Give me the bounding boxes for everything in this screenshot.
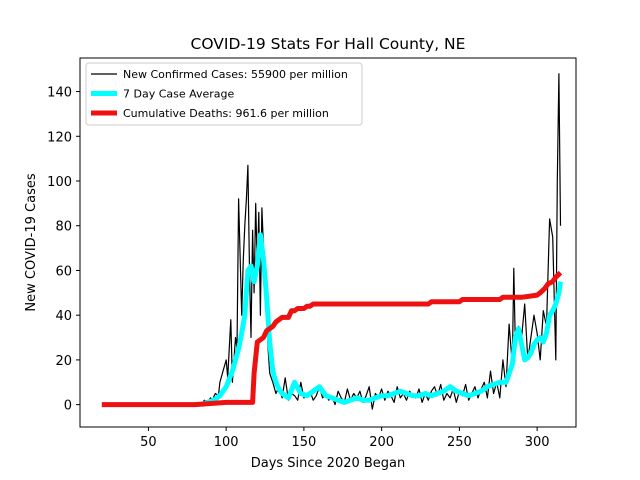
y-tick-label: 0 <box>64 399 72 414</box>
x-tick-label: 100 <box>214 435 239 450</box>
x-tick-label: 50 <box>140 435 157 450</box>
series-line-2 <box>101 270 563 408</box>
y-tick-label: 140 <box>47 86 72 101</box>
x-tick-label: 300 <box>525 435 550 450</box>
y-tick-label: 100 <box>47 175 72 190</box>
y-axis-title: New COVID-19 Cases <box>24 173 39 311</box>
chart-title: COVID-19 Stats For Hall County, NE <box>191 35 466 53</box>
series-line-1 <box>200 232 563 407</box>
legend: New Confirmed Cases: 55900 per million 7 … <box>85 62 363 126</box>
y-axis: 0 20 40 60 80 100 120 140 <box>47 86 80 414</box>
legend-label: New Confirmed Cases: 55900 per million <box>123 68 348 81</box>
y-tick-label: 60 <box>55 264 72 279</box>
x-tick-label: 200 <box>369 435 394 450</box>
x-axis-title: Days Since 2020 Began <box>251 456 406 471</box>
legend-label: 7 Day Case Average <box>123 88 235 101</box>
plot-marks <box>101 73 563 410</box>
x-tick-label: 150 <box>291 435 316 450</box>
y-tick-label: 40 <box>55 309 72 324</box>
y-tick-label: 120 <box>47 130 72 145</box>
legend-box <box>85 62 363 126</box>
x-tick-label: 250 <box>447 435 472 450</box>
y-tick-label: 20 <box>55 354 72 369</box>
plot-frame <box>79 57 577 428</box>
x-axis: 50 100 150 200 250 300 <box>140 427 550 450</box>
y-tick-label: 80 <box>55 220 72 235</box>
legend-label: Cumulative Deaths: 961.6 per million <box>123 107 329 120</box>
